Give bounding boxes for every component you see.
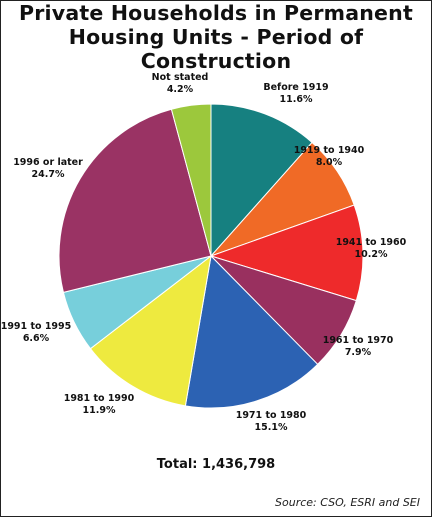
slice-value-label: 10.2% [355,249,388,260]
pie-slice-not-stated [170,103,212,257]
pie-slice-1981-to-1990 [89,254,212,407]
slice-label: 1996 or later [13,157,83,168]
slice-value-label: 8.0% [316,157,343,168]
slice-label: 1981 to 1990 [64,393,135,404]
pie-slices [58,103,364,409]
slice-label: 1971 to 1980 [236,410,307,421]
slice-label: 1919 to 1940 [294,145,365,156]
slice-label: 1941 to 1960 [336,237,407,248]
pie-slice-1996-or-later [58,108,212,293]
chart-title-line1: Private Households in Permanent [19,1,413,25]
total-label: Total: 1,436,798 [156,457,276,472]
source-note: Source: CSO, ESRI and SEI [275,496,420,509]
slice-value-label: 11.6% [280,94,313,105]
slice-value-label: 4.2% [167,84,194,95]
chart-title: Private Households in Permanent Housing … [0,1,432,73]
pie-slice-before-1919 [210,103,313,258]
pie-slice-1971-to-1980 [184,254,319,409]
slice-label: Before 1919 [263,82,328,93]
slice-label: 1961 to 1970 [323,335,394,346]
slice-label: 1991 to 1995 [1,321,72,332]
slice-value-label: 7.9% [345,347,372,358]
slice-value-label: 6.6% [23,333,50,344]
slice-label: Not stated [152,72,209,83]
slice-value-label: 11.9% [83,405,116,416]
slice-value-label: 24.7% [32,169,65,180]
slice-value-label: 15.1% [255,422,288,433]
pie-slice-1941-to-1960 [209,204,364,302]
chart-title-line2: Housing Units - Period of Construction [68,25,364,73]
